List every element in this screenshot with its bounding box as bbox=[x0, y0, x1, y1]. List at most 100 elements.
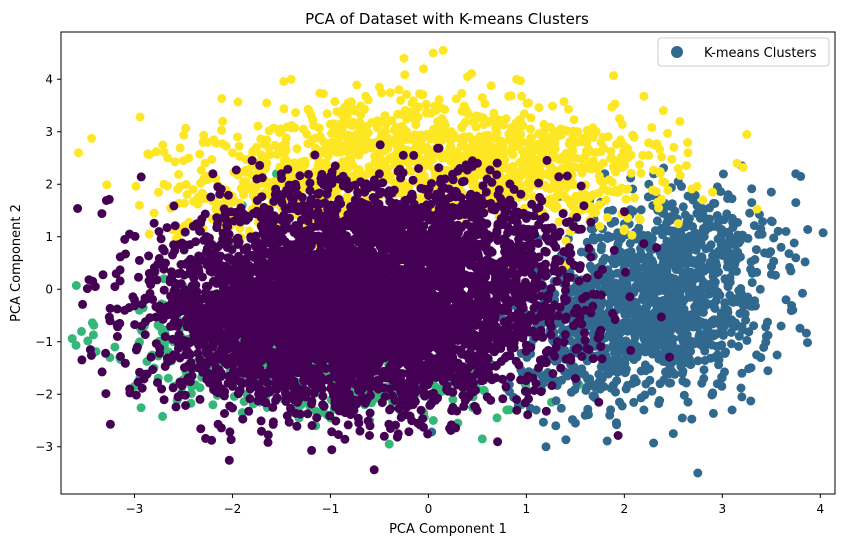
data-point bbox=[688, 222, 697, 231]
data-point bbox=[566, 387, 576, 397]
data-point bbox=[608, 205, 617, 215]
data-point bbox=[671, 300, 681, 310]
data-point bbox=[548, 101, 557, 111]
data-point bbox=[698, 207, 708, 217]
data-point bbox=[163, 181, 172, 191]
data-point bbox=[700, 318, 710, 328]
data-point bbox=[612, 376, 622, 386]
data-point bbox=[606, 232, 616, 242]
data-point bbox=[561, 435, 571, 445]
data-point bbox=[486, 395, 496, 405]
data-point bbox=[517, 91, 527, 101]
data-point bbox=[687, 281, 697, 291]
data-point bbox=[683, 148, 693, 158]
data-point bbox=[356, 101, 366, 111]
data-point bbox=[633, 320, 643, 330]
data-point bbox=[657, 152, 667, 162]
data-point bbox=[649, 165, 659, 175]
data-point bbox=[789, 238, 799, 248]
data-point bbox=[621, 367, 630, 377]
data-point bbox=[528, 168, 538, 178]
data-point bbox=[467, 69, 477, 78]
data-point bbox=[708, 331, 718, 341]
data-point bbox=[491, 124, 501, 134]
data-point bbox=[238, 414, 248, 424]
data-point bbox=[772, 350, 782, 360]
data-point bbox=[697, 378, 707, 388]
data-point bbox=[769, 233, 779, 243]
data-point bbox=[181, 401, 191, 410]
data-point bbox=[421, 108, 431, 118]
data-point bbox=[607, 102, 617, 112]
data-point bbox=[781, 227, 791, 236]
data-point bbox=[188, 185, 198, 194]
data-point bbox=[613, 431, 623, 440]
data-point bbox=[746, 363, 756, 373]
data-point bbox=[144, 150, 154, 160]
data-point bbox=[180, 227, 190, 237]
data-point bbox=[299, 124, 308, 134]
data-point bbox=[327, 128, 337, 138]
data-point bbox=[526, 113, 536, 123]
data-point bbox=[653, 197, 663, 207]
data-point bbox=[492, 134, 502, 144]
data-point bbox=[685, 239, 695, 249]
data-point bbox=[683, 397, 693, 407]
data-point bbox=[589, 235, 599, 245]
data-point bbox=[800, 257, 810, 267]
data-point bbox=[352, 80, 362, 90]
data-point bbox=[468, 117, 478, 127]
data-point bbox=[714, 267, 723, 277]
data-point bbox=[791, 198, 801, 208]
data-point bbox=[159, 147, 169, 157]
data-point bbox=[656, 298, 666, 308]
data-point bbox=[684, 288, 694, 298]
data-point bbox=[577, 364, 587, 374]
data-point bbox=[568, 178, 578, 188]
data-point bbox=[754, 229, 764, 239]
data-point bbox=[694, 270, 704, 280]
data-point bbox=[409, 131, 419, 141]
data-point bbox=[468, 143, 478, 153]
data-point bbox=[706, 279, 716, 289]
data-point bbox=[159, 246, 169, 256]
data-point bbox=[720, 298, 730, 308]
data-point bbox=[639, 91, 649, 101]
data-point bbox=[683, 138, 693, 147]
data-point bbox=[612, 329, 622, 338]
data-point bbox=[700, 264, 710, 274]
data-point bbox=[650, 277, 660, 287]
data-point bbox=[440, 105, 450, 114]
data-point bbox=[643, 231, 653, 240]
data-point bbox=[184, 153, 194, 163]
data-point bbox=[208, 169, 218, 179]
data-point bbox=[365, 166, 375, 176]
data-point bbox=[801, 328, 811, 338]
data-point bbox=[640, 262, 650, 272]
data-point bbox=[700, 341, 710, 351]
data-point bbox=[279, 76, 289, 86]
data-point bbox=[182, 190, 192, 199]
data-point bbox=[681, 161, 691, 171]
data-point bbox=[303, 104, 313, 114]
data-point bbox=[742, 129, 752, 139]
data-point bbox=[279, 104, 289, 114]
data-point bbox=[781, 295, 791, 305]
data-point bbox=[686, 359, 696, 369]
data-point bbox=[163, 373, 173, 383]
data-point bbox=[676, 230, 686, 240]
data-point bbox=[617, 183, 627, 193]
data-point bbox=[174, 169, 184, 179]
data-point bbox=[338, 157, 348, 167]
data-point bbox=[489, 108, 499, 118]
data-point bbox=[745, 208, 755, 218]
data-point bbox=[727, 296, 737, 306]
data-point bbox=[629, 132, 639, 142]
data-point bbox=[170, 157, 180, 167]
data-point bbox=[697, 254, 707, 264]
data-point bbox=[233, 97, 243, 107]
data-point bbox=[282, 156, 291, 165]
data-point bbox=[416, 405, 426, 415]
